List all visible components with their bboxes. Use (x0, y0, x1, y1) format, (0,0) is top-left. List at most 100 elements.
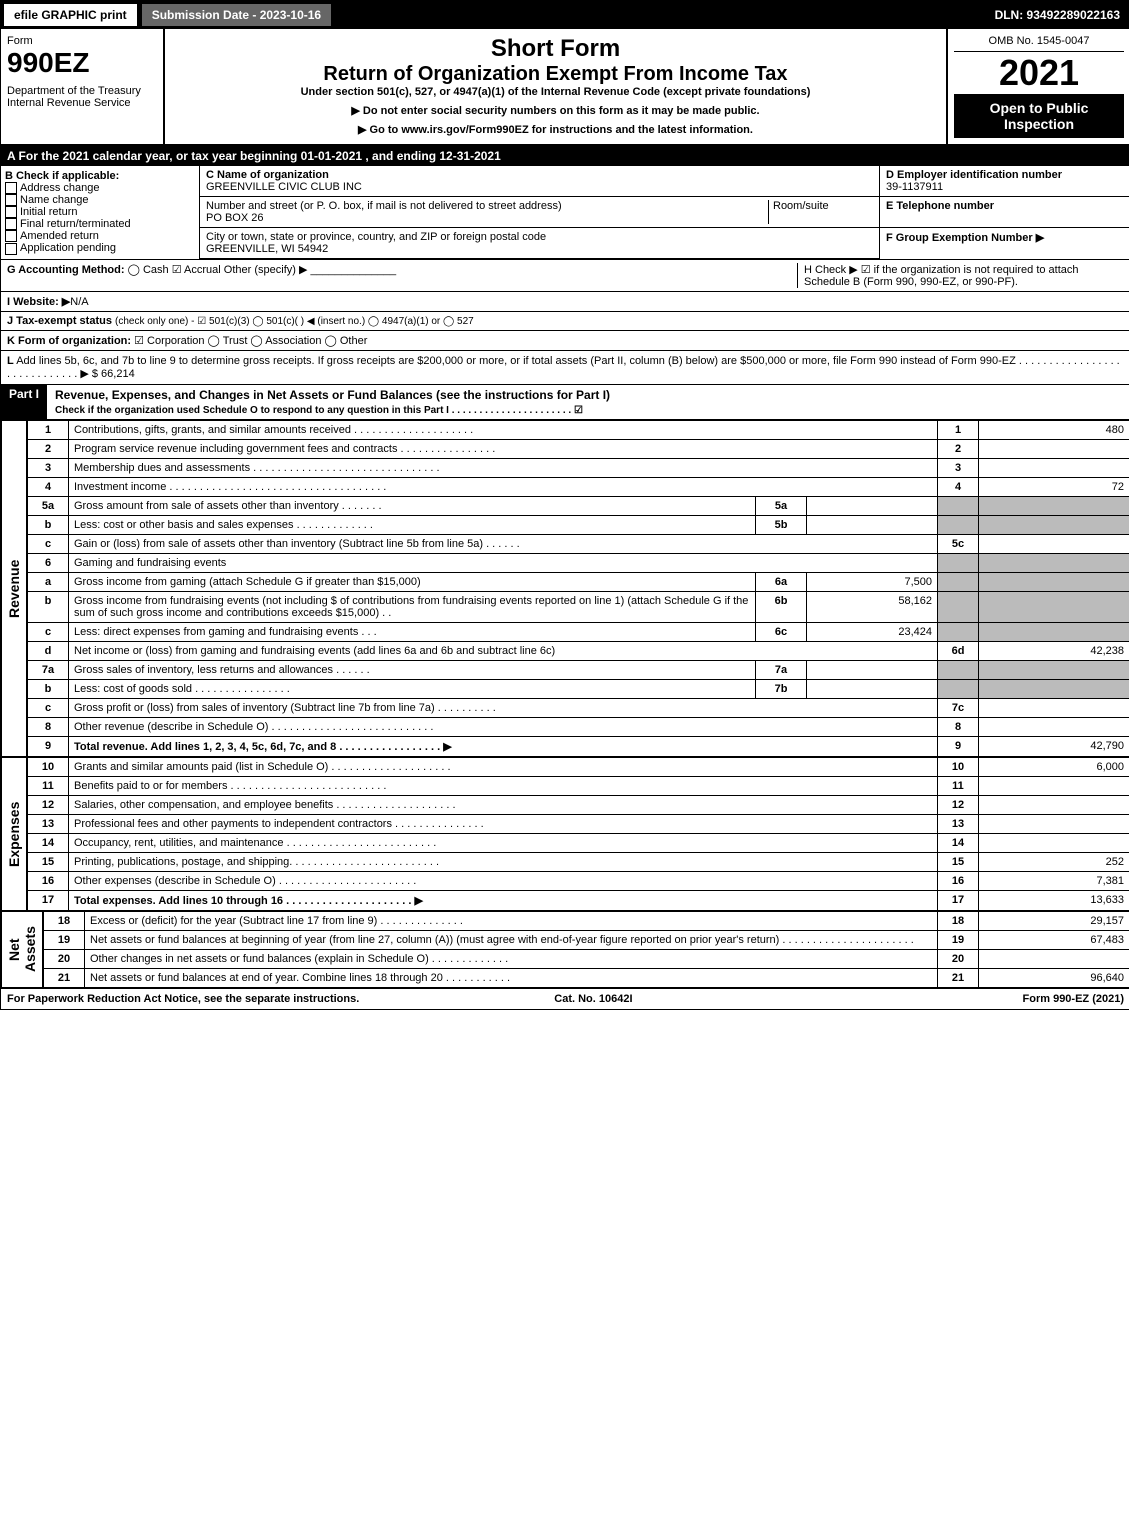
chk-final: Final return/terminated (20, 218, 131, 230)
section-bcd: B Check if applicable: Address change Na… (1, 166, 1129, 260)
table-row: 14Occupancy, rent, utilities, and mainte… (28, 834, 1129, 853)
form-ref: Form 990-EZ (2021) (1023, 993, 1124, 1005)
j-text: (check only one) - ☑ 501(c)(3) ◯ 501(c)(… (115, 316, 474, 327)
form-page: efile GRAPHIC print Submission Date - 20… (0, 0, 1129, 1010)
c-label: C Name of organization (206, 169, 329, 181)
chk-pending: Application pending (20, 242, 116, 254)
chk-address: Address change (20, 182, 100, 194)
expenses-table: 10Grants and similar amounts paid (list … (27, 757, 1129, 911)
efile-print-button[interactable]: efile GRAPHIC print (3, 3, 138, 27)
table-row: 9Total revenue. Add lines 1, 2, 3, 4, 5c… (28, 737, 1129, 757)
table-row: 17Total expenses. Add lines 10 through 1… (28, 891, 1129, 911)
table-row: 6Gaming and fundraising events (28, 554, 1129, 573)
section-c: C Name of organizationGREENVILLE CIVIC C… (200, 166, 879, 259)
table-row: 16Other expenses (describe in Schedule O… (28, 872, 1129, 891)
return-title: Return of Organization Exempt From Incom… (171, 63, 940, 86)
table-row: 5aGross amount from sale of assets other… (28, 497, 1129, 516)
pra-notice: For Paperwork Reduction Act Notice, see … (7, 993, 359, 1005)
g-other: Other (specify) ▶ (224, 264, 308, 276)
form-header: Form 990EZ Department of the Treasury In… (1, 29, 1129, 146)
netassets-table: 18Excess or (deficit) for the year (Subt… (43, 911, 1129, 988)
netassets-body: Net Assets 18Excess or (deficit) for the… (1, 911, 1129, 988)
l-label: L (7, 355, 14, 367)
i-label: I Website: ▶ (7, 296, 70, 308)
city-state-zip: GREENVILLE, WI 54942 (206, 243, 328, 255)
table-row: aGross income from gaming (attach Schedu… (28, 573, 1129, 592)
part1-header: Part I Revenue, Expenses, and Changes in… (1, 384, 1129, 420)
city-label: City or town, state or province, country… (206, 231, 546, 243)
section-a: A For the 2021 calendar year, or tax yea… (1, 146, 1129, 166)
b-label: B Check if applicable: (5, 170, 119, 182)
table-row: 10Grants and similar amounts paid (list … (28, 758, 1129, 777)
under-section: Under section 501(c), 527, or 4947(a)(1)… (171, 86, 940, 98)
j-label: J Tax-exempt status (7, 315, 112, 327)
table-row: bLess: cost or other basis and sales exp… (28, 516, 1129, 535)
table-row: 20Other changes in net assets or fund ba… (44, 950, 1129, 969)
addr-label: Number and street (or P. O. box, if mail… (206, 200, 562, 212)
table-row: 7aGross sales of inventory, less returns… (28, 661, 1129, 680)
revenue-label: Revenue (1, 420, 27, 757)
section-b: B Check if applicable: Address change Na… (1, 166, 200, 259)
part1-title: Revenue, Expenses, and Changes in Net As… (55, 388, 610, 402)
table-row: 18Excess or (deficit) for the year (Subt… (44, 912, 1129, 931)
open-inspection: Open to Public Inspection (954, 94, 1124, 138)
l-text: Add lines 5b, 6c, and 7b to line 9 to de… (7, 355, 1120, 380)
top-bar: efile GRAPHIC print Submission Date - 20… (1, 1, 1129, 29)
chk-amended: Amended return (20, 230, 99, 242)
room-label: Room/suite (768, 200, 873, 224)
short-form-title: Short Form (171, 35, 940, 63)
part1-label: Part I (1, 384, 47, 420)
section-def: D Employer identification number39-11379… (879, 166, 1129, 259)
goto-note: ▶ Go to www.irs.gov/Form990EZ for instru… (171, 123, 940, 136)
line-l: L Add lines 5b, 6c, and 7b to line 9 to … (1, 351, 1129, 384)
table-row: cLess: direct expenses from gaming and f… (28, 623, 1129, 642)
table-row: 2Program service revenue including gover… (28, 440, 1129, 459)
submission-date: Submission Date - 2023-10-16 (142, 4, 331, 26)
part1-sub: Check if the organization used Schedule … (55, 405, 583, 416)
table-row: cGain or (loss) from sale of assets othe… (28, 535, 1129, 554)
revenue-table: 1Contributions, gifts, grants, and simil… (27, 420, 1129, 757)
org-name: GREENVILLE CIVIC CLUB INC (206, 181, 362, 193)
table-row: 8Other revenue (describe in Schedule O) … (28, 718, 1129, 737)
chk-name: Name change (20, 194, 89, 206)
part1-body: Revenue 1Contributions, gifts, grants, a… (1, 420, 1129, 757)
dln: DLN: 93492289022163 (985, 4, 1129, 26)
ein: 39-1137911 (886, 181, 943, 193)
table-row: cGross profit or (loss) from sales of in… (28, 699, 1129, 718)
expenses-label: Expenses (1, 757, 27, 911)
h-text: H Check ▶ ☑ if the organization is not r… (797, 263, 1124, 288)
line-i: I Website: ▶N/A (1, 292, 1129, 312)
table-row: bGross income from fundraising events (n… (28, 592, 1129, 623)
table-row: 11Benefits paid to or for members . . . … (28, 777, 1129, 796)
header-mid: Short Form Return of Organization Exempt… (165, 29, 946, 144)
table-row: 1Contributions, gifts, grants, and simil… (28, 421, 1129, 440)
header-left: Form 990EZ Department of the Treasury In… (1, 29, 165, 144)
expenses-body: Expenses 10Grants and similar amounts pa… (1, 757, 1129, 911)
form-label: Form (7, 35, 157, 47)
table-row: 3Membership dues and assessments . . . .… (28, 459, 1129, 478)
g-accrual: Accrual (184, 264, 221, 276)
netassets-label: Net Assets (1, 911, 43, 988)
table-row: 19Net assets or fund balances at beginni… (44, 931, 1129, 950)
form-number: 990EZ (7, 47, 157, 79)
ssn-note: ▶ Do not enter social security numbers o… (171, 104, 940, 117)
g-cash: Cash (143, 264, 169, 276)
header-right: OMB No. 1545-0047 2021 Open to Public In… (946, 29, 1129, 144)
page-footer: For Paperwork Reduction Act Notice, see … (1, 988, 1129, 1009)
website: N/A (70, 296, 88, 308)
tax-year: 2021 (954, 52, 1124, 94)
table-row: 12Salaries, other compensation, and empl… (28, 796, 1129, 815)
f-label: F Group Exemption Number ▶ (886, 232, 1044, 244)
l-value: 66,214 (101, 368, 135, 380)
d-label: D Employer identification number (886, 169, 1062, 181)
omb-number: OMB No. 1545-0047 (954, 35, 1124, 52)
table-row: 21Net assets or fund balances at end of … (44, 969, 1129, 988)
line-g-h: G Accounting Method: ◯ Cash ☑ Accrual Ot… (1, 260, 1129, 292)
line-j: J Tax-exempt status (check only one) - ☑… (1, 312, 1129, 331)
chk-initial: Initial return (20, 206, 77, 218)
g-label: G Accounting Method: (7, 264, 125, 276)
cat-number: Cat. No. 10642I (554, 993, 632, 1005)
table-row: 15Printing, publications, postage, and s… (28, 853, 1129, 872)
k-text: ☑ Corporation ◯ Trust ◯ Association ◯ Ot… (134, 335, 367, 347)
table-row: bLess: cost of goods sold . . . . . . . … (28, 680, 1129, 699)
